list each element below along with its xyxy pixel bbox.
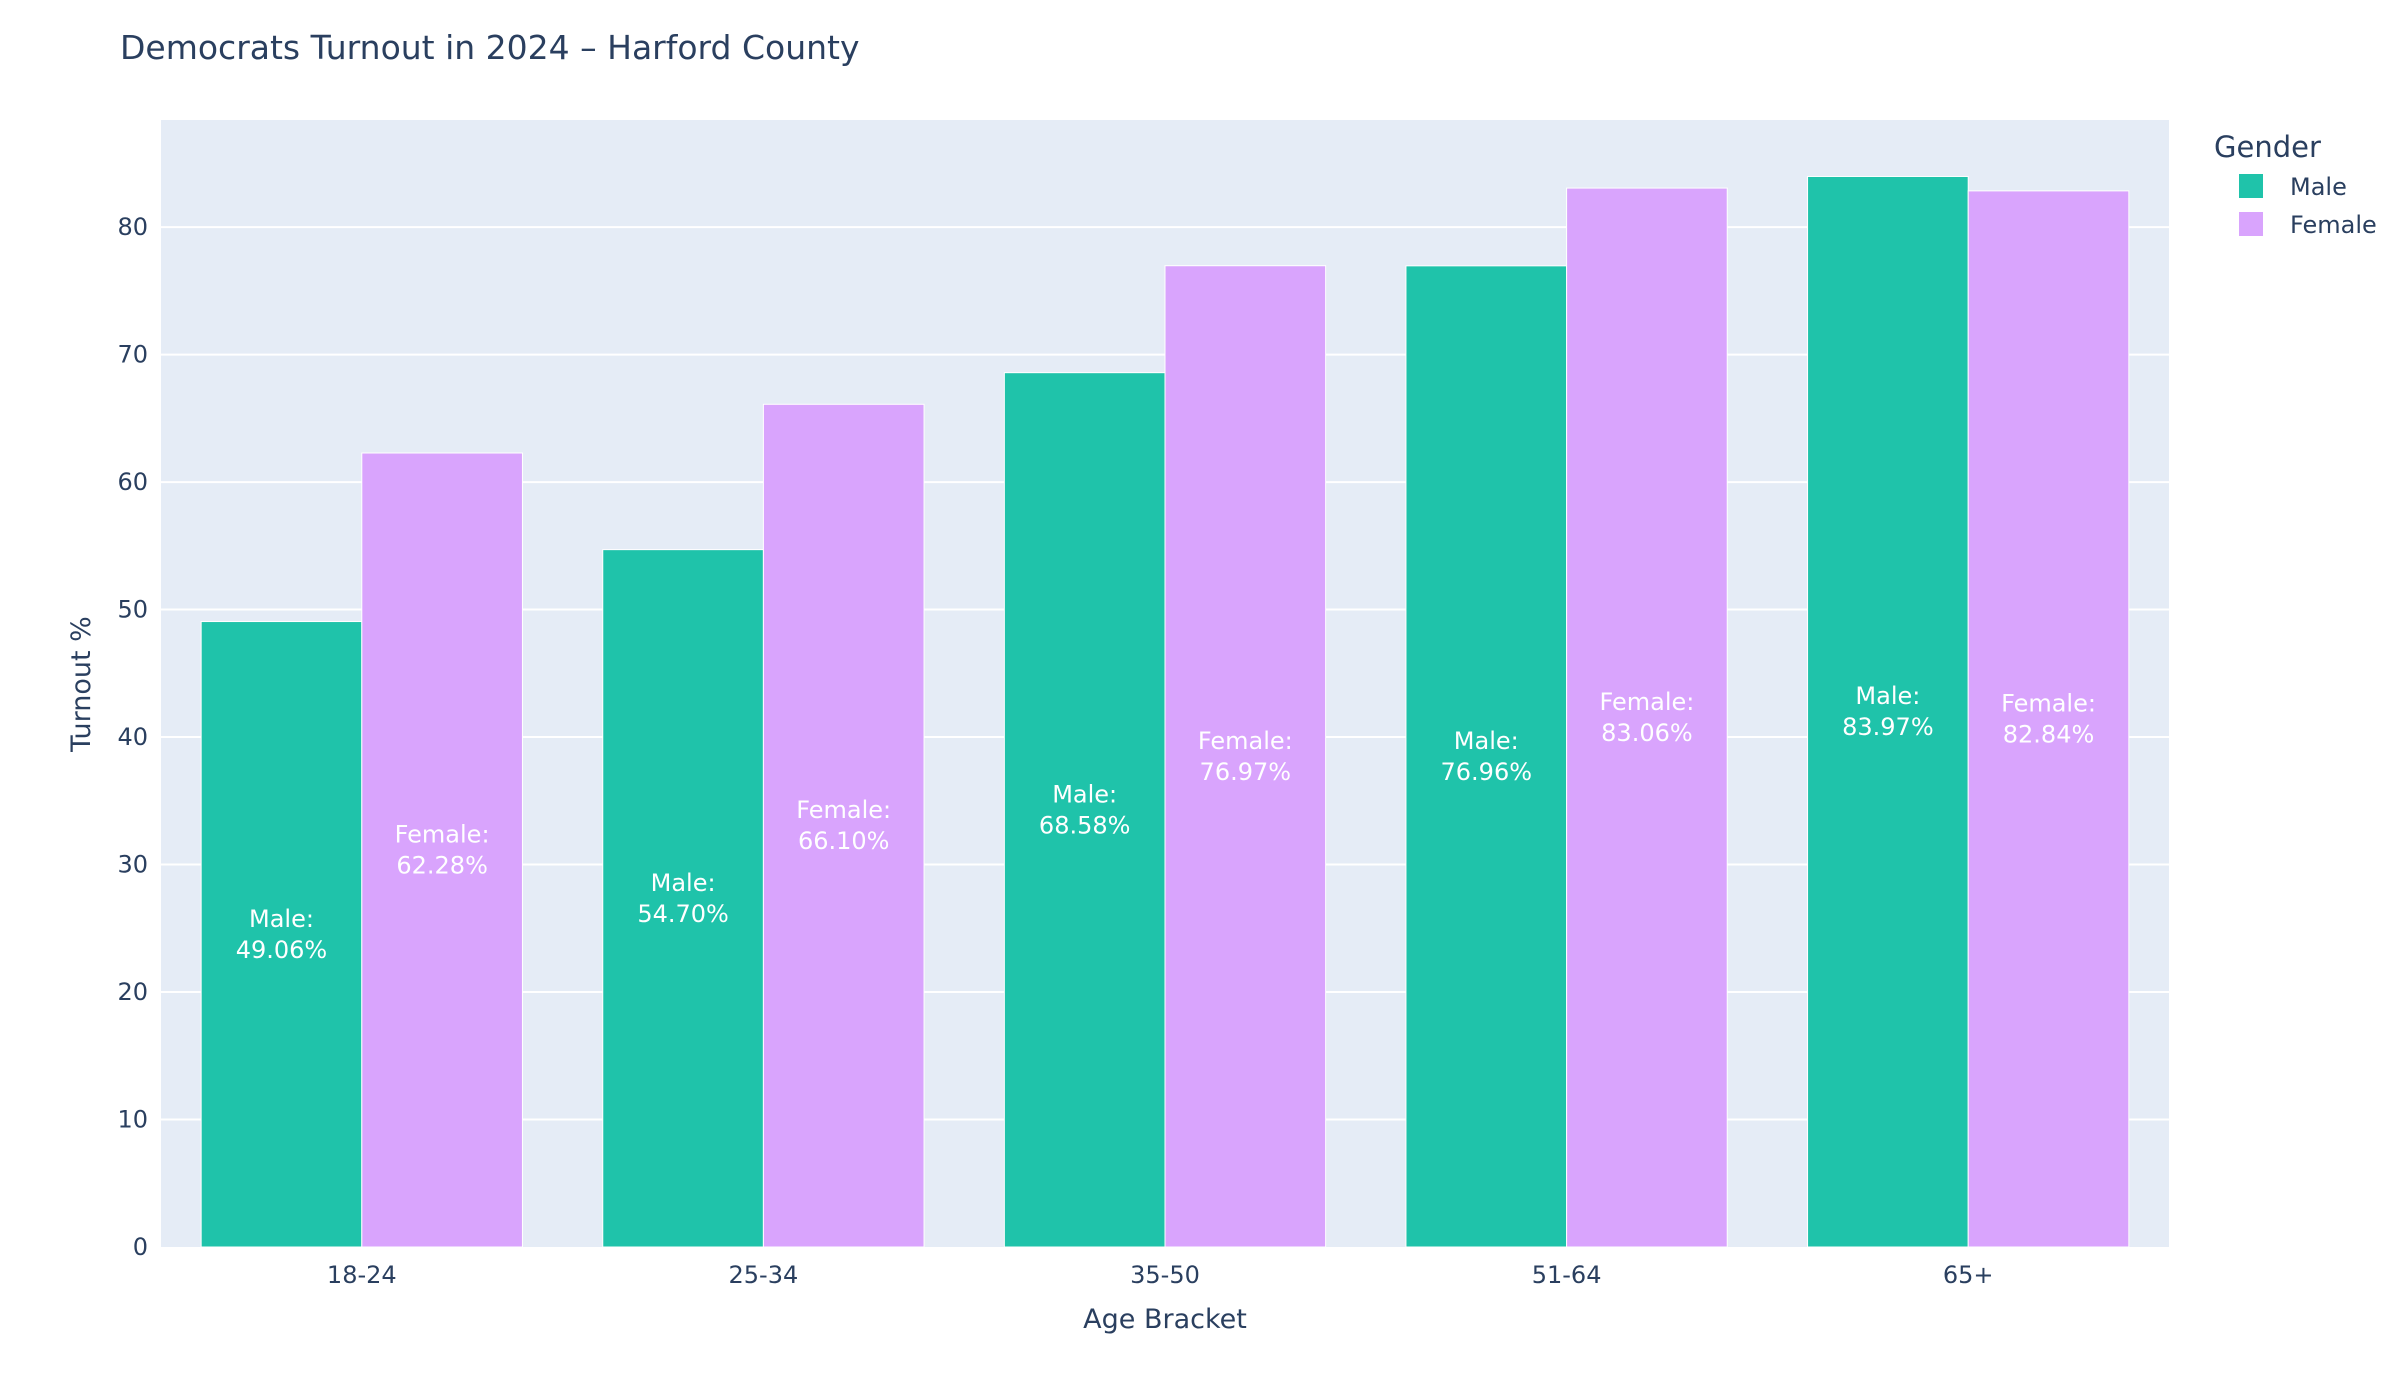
legend-swatch-female: [2239, 212, 2263, 236]
bar-labels-layer: Male: 49.06% Female: 62.28% Male: 54.70% Femal…: [236, 682, 2096, 964]
bar-male-25-34: [602, 549, 764, 1248]
bar-data-label: Female: 62.28%: [395, 821, 490, 880]
bar-data-label: Male: 68.58%: [1039, 780, 1131, 839]
bar-data-label: Male: 54.70%: [637, 869, 729, 928]
bar-male-65+: [1807, 175, 1969, 1248]
y-tick-label: 80: [117, 213, 148, 241]
bar-data-label: Female: 66.10%: [796, 796, 891, 855]
bar-data-label: Male: 83.97%: [1842, 682, 1934, 741]
legend-items: Male Female: [2239, 173, 2377, 239]
bar-data-label: Male: 49.06%: [236, 905, 328, 964]
y-tick-label: 30: [117, 851, 148, 879]
x-tick-label: 51-64: [1532, 1261, 1602, 1289]
x-tick-label: 25-34: [729, 1261, 799, 1289]
bars-layer: [200, 175, 2130, 1248]
x-tick-label: 18-24: [327, 1261, 397, 1289]
x-axis-title: Age Bracket: [1083, 1304, 1247, 1335]
legend-label-male: Male: [2290, 173, 2347, 201]
bar-data-label: Female: 83.06%: [1599, 688, 1694, 747]
bar-female-25-34: [762, 403, 925, 1248]
bar-data-label: Female: 76.97%: [1198, 727, 1293, 786]
bar-male-51-64: [1405, 265, 1568, 1248]
x-tick-label: 65+: [1943, 1261, 1994, 1289]
x-tick-label: 35-50: [1130, 1261, 1200, 1289]
bar-male-35-50: [1003, 372, 1166, 1248]
y-tick-label: 20: [117, 978, 148, 1006]
bar-female-35-50: [1164, 265, 1327, 1248]
legend-title: Gender: [2214, 130, 2321, 164]
y-tick-label: 60: [117, 468, 148, 496]
y-tick-label: 0: [133, 1233, 148, 1261]
bar-female-51-64: [1566, 187, 1728, 1248]
y-tick-label: 10: [117, 1106, 148, 1134]
y-tick-label: 40: [117, 723, 148, 751]
bar-male-18-24: [200, 621, 363, 1248]
bar-data-label: Male: 76.96%: [1441, 727, 1533, 786]
legend-label-female: Female: [2290, 211, 2377, 239]
bar-data-label: Female: 82.84%: [2001, 689, 2096, 748]
y-tick-label: 50: [117, 596, 148, 624]
legend-swatch-male: [2239, 174, 2263, 198]
legend: Gender Male Female: [2214, 130, 2377, 239]
x-axis-ticks: 18-24 25-34 35-50 51-64 65+: [327, 1261, 1994, 1289]
y-axis-title: Turnout %: [66, 616, 97, 753]
chart-title: Democrats Turnout in 2024 – Harford Coun…: [120, 28, 860, 67]
y-axis-ticks: 0 10 20 30 40 50 60 70 80: [117, 213, 148, 1261]
bar-female-18-24: [361, 452, 523, 1248]
bar-female-65+: [1967, 190, 2130, 1248]
y-tick-label: 70: [117, 341, 148, 369]
